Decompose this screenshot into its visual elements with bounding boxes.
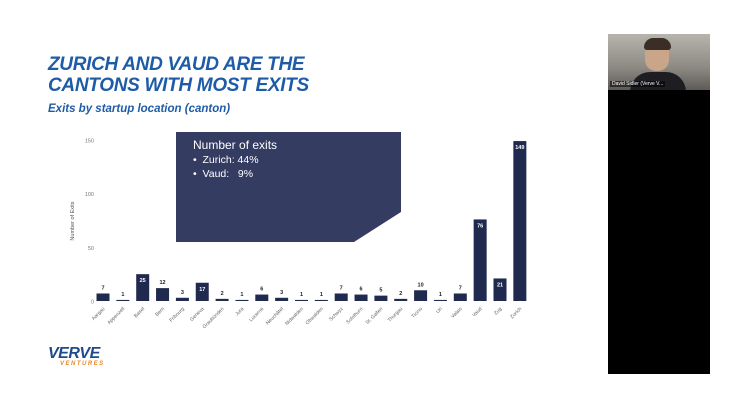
- x-tick-label: Vaud: [471, 306, 483, 318]
- callout-bullet-zurich-text: Zurich: 44%: [202, 154, 259, 166]
- data-label: 1: [121, 292, 124, 298]
- bar: [195, 282, 209, 301]
- bar: [295, 299, 308, 301]
- logo-brand: VERVE: [48, 345, 100, 362]
- bar: [215, 298, 229, 301]
- x-tick-label: Geneva: [189, 306, 206, 323]
- data-label: 6: [260, 287, 263, 293]
- data-label: 7: [340, 285, 343, 291]
- y-tick-label: 150: [85, 139, 94, 145]
- data-label: 2: [399, 291, 402, 297]
- data-label: 1: [320, 292, 323, 298]
- x-tick-label: Bern: [154, 306, 166, 318]
- data-label: 5: [379, 288, 382, 294]
- x-tick-label: Solothurn: [345, 306, 365, 326]
- slide-title: ZURICH AND VAUD ARE THE CANTONS WITH MOS…: [48, 54, 309, 96]
- data-label: 76: [477, 223, 483, 229]
- data-label: 1: [300, 292, 303, 298]
- x-tick-label: Schwyz: [328, 306, 345, 323]
- data-label: 7: [101, 285, 104, 291]
- y-tick-label: 100: [85, 192, 94, 198]
- data-label: 1: [240, 292, 243, 298]
- bar: [414, 290, 428, 301]
- x-tick-label: Lucerne: [248, 306, 265, 323]
- bar: [314, 299, 328, 301]
- data-label: 25: [140, 278, 146, 284]
- callout-bullet-vaud: • Vaud: 9%: [193, 168, 254, 180]
- data-label: 1: [439, 292, 442, 298]
- x-tick-label: Valais: [450, 306, 464, 320]
- bar: [513, 141, 527, 301]
- x-tick-label: Uri: [435, 306, 444, 315]
- x-tick-label: Basel: [133, 306, 146, 319]
- bar: [116, 299, 130, 301]
- participant-hair: [644, 38, 671, 50]
- callout-box: Number of exits • Zurich: 44% • Vaud: 9%: [193, 138, 277, 181]
- callout-shape: [176, 132, 401, 242]
- x-tick-label: Zurich: [509, 306, 523, 320]
- bar: [156, 288, 170, 301]
- presentation-slide: ZURICH AND VAUD ARE THE CANTONS WITH MOS…: [0, 32, 607, 376]
- bar: [374, 295, 388, 301]
- data-label: 7: [459, 285, 462, 291]
- data-label: 12: [159, 280, 165, 286]
- bar: [175, 297, 189, 301]
- bar: [235, 299, 249, 301]
- x-tick-label: Nidwalden: [284, 306, 305, 327]
- x-tick-label: Thurgau: [387, 306, 405, 324]
- bar: [96, 293, 110, 301]
- x-tick-label: St. Gallen: [365, 306, 385, 326]
- bar: [394, 298, 408, 301]
- x-tick-label: Obwalden: [305, 306, 325, 326]
- bar: [433, 299, 447, 301]
- x-tick-label: Ticino: [410, 306, 424, 320]
- data-label: 3: [280, 290, 283, 296]
- x-tick-label: Neuchâtel: [265, 306, 285, 326]
- verve-logo: VERVE VENTURES: [48, 345, 105, 368]
- webcam-panel: David Sidler (Verve V...: [608, 34, 710, 374]
- participant-name: David Sidler (Verve V...: [610, 81, 666, 87]
- y-tick-label: 0: [91, 300, 94, 306]
- y-axis-label: Number of Exits: [70, 201, 76, 240]
- bar: [473, 219, 487, 301]
- slide-subtitle: Exits by startup location (canton): [48, 103, 231, 115]
- callout-title: Number of exits: [193, 138, 278, 152]
- bar: [354, 294, 368, 301]
- x-tick-label: Appenzell: [106, 306, 126, 326]
- exits-bar-chart: 0 50 100 150 Number of Exits 7 Aargau 1 Appenzel…: [70, 132, 527, 330]
- bar: [493, 278, 507, 301]
- x-tick-label: Jura: [234, 306, 245, 317]
- y-tick-label: 50: [88, 246, 94, 252]
- bar: [275, 297, 289, 301]
- data-label: 17: [199, 287, 205, 293]
- x-tick-label: Fribourg: [168, 306, 186, 324]
- participant-video[interactable]: David Sidler (Verve V...: [608, 34, 710, 90]
- data-label: 2: [221, 291, 224, 297]
- data-label: 149: [515, 145, 524, 151]
- data-label: 10: [418, 282, 424, 288]
- bar: [255, 294, 269, 301]
- data-label: 21: [497, 282, 503, 288]
- logo-tagline: VENTURES: [60, 361, 105, 367]
- callout-bullet-zurich: • Zurich: 44%: [193, 154, 259, 166]
- bar: [453, 293, 467, 301]
- bar: [136, 274, 150, 301]
- data-label: 3: [181, 290, 184, 296]
- bar: [334, 293, 348, 301]
- x-tick-label: Zug: [493, 306, 503, 316]
- x-tick-label: Graubünden: [202, 306, 226, 330]
- x-tick-label: Aargau: [91, 306, 107, 322]
- callout-bullet-vaud-text: Vaud: 9%: [202, 168, 254, 180]
- data-label: 6: [360, 287, 363, 293]
